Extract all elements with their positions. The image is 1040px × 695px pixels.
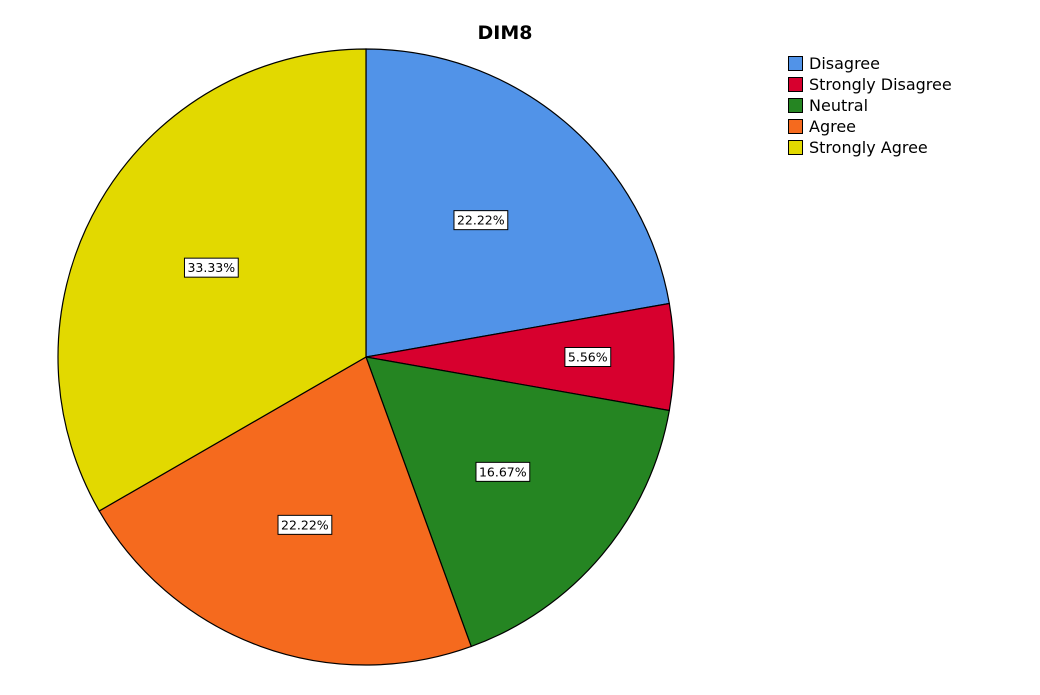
pie-slice-strongly-agree <box>57 48 367 512</box>
slice-value-box <box>564 347 612 367</box>
slice-value-box <box>475 461 531 482</box>
legend: Disagree Strongly Disagree Neutral Agree Str… <box>788 53 952 158</box>
legend-swatch <box>788 98 803 113</box>
pie-slice-disagree <box>365 48 671 358</box>
legend-label: Agree <box>809 117 857 136</box>
slice-value-label: 22.22% <box>277 514 333 535</box>
slice-value-text: 16.67% <box>479 464 527 479</box>
legend-item-agree: Agree <box>788 116 952 137</box>
legend-label: Strongly Agree <box>809 138 928 157</box>
pie-slice-agree <box>98 356 473 666</box>
chart-title: DIM8 <box>477 22 533 44</box>
slice-value-text: 22.22% <box>457 213 505 228</box>
slice-value-text: 33.33% <box>187 260 235 275</box>
pie-slice-neutral <box>365 356 671 648</box>
slice-value-label: 16.67% <box>475 461 531 482</box>
slice-value-label: 22.22% <box>453 210 509 231</box>
legend-swatch <box>788 119 803 134</box>
legend-label: Disagree <box>809 54 880 73</box>
slice-value-label: 33.33% <box>183 257 239 278</box>
legend-item-neutral: Neutral <box>788 95 952 116</box>
slice-value-box <box>277 514 333 535</box>
slice-value-label: 5.56% <box>564 347 612 367</box>
legend-item-strongly-agree: Strongly Agree <box>788 137 952 158</box>
slice-value-box <box>453 210 509 231</box>
legend-swatch <box>788 56 803 71</box>
slice-value-text: 22.22% <box>281 517 329 532</box>
legend-label: Strongly Disagree <box>809 75 952 94</box>
legend-item-disagree: Disagree <box>788 53 952 74</box>
slice-value-text: 5.56% <box>568 350 608 365</box>
legend-swatch <box>788 77 803 92</box>
legend-item-strongly-disagree: Strongly Disagree <box>788 74 952 95</box>
slice-value-box <box>183 257 239 278</box>
legend-swatch <box>788 140 803 155</box>
legend-label: Neutral <box>809 96 869 115</box>
